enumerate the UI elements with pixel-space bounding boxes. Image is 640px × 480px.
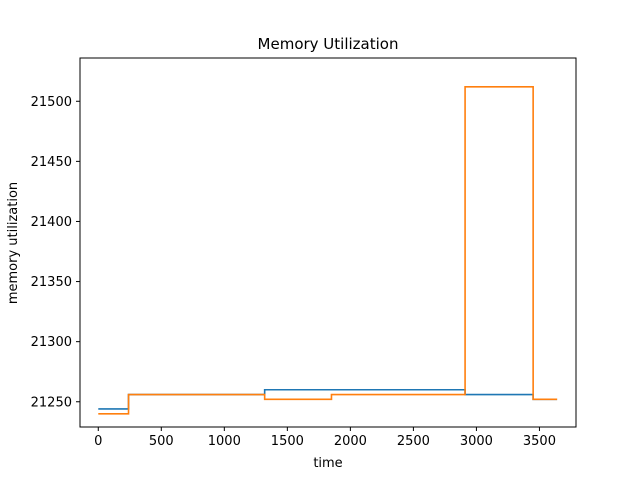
chart-title: Memory Utilization [258, 35, 399, 53]
x-tick-label: 1500 [271, 434, 304, 449]
y-tick-label: 21450 [31, 155, 72, 170]
x-tick-label: 3500 [523, 434, 556, 449]
x-tick-label: 1000 [208, 434, 241, 449]
x-axis-label: time [313, 456, 342, 471]
x-tick-label: 2000 [334, 434, 367, 449]
x-axis-ticks: 0 500 1000 1500 2000 2500 3000 3500 [94, 427, 556, 449]
y-axis-ticks: 21250 21300 21350 21400 21450 21500 [31, 95, 80, 410]
y-tick-label: 21500 [31, 95, 72, 110]
y-tick-label: 21400 [31, 215, 72, 230]
series-line-2 [98, 86, 558, 415]
y-axis-label: memory utilization [6, 182, 21, 304]
x-tick-label: 2500 [397, 434, 430, 449]
x-tick-label: 0 [94, 434, 102, 449]
x-tick-label: 3000 [460, 434, 493, 449]
series-layer [98, 86, 558, 415]
x-tick-label: 500 [149, 434, 174, 449]
plot-frame [79, 57, 577, 428]
y-tick-label: 21300 [31, 335, 72, 350]
y-tick-label: 21250 [31, 395, 72, 410]
y-tick-label: 21350 [31, 275, 72, 290]
